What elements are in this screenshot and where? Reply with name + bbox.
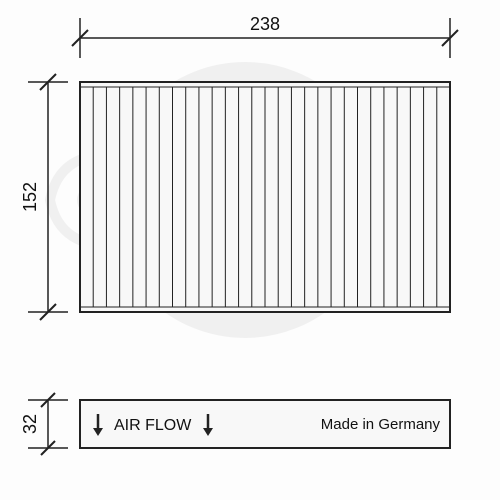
height-value: 152 [20,182,40,212]
airflow-label: AIR FLOW [114,417,192,434]
made-in-label: Made in Germany [321,416,441,433]
width-value: 238 [250,14,280,34]
bar-height-value: 32 [20,414,40,434]
technical-drawing: 238 152 32 AIR FLOW Made in Germany [0,0,500,500]
filter-panel [80,82,450,312]
